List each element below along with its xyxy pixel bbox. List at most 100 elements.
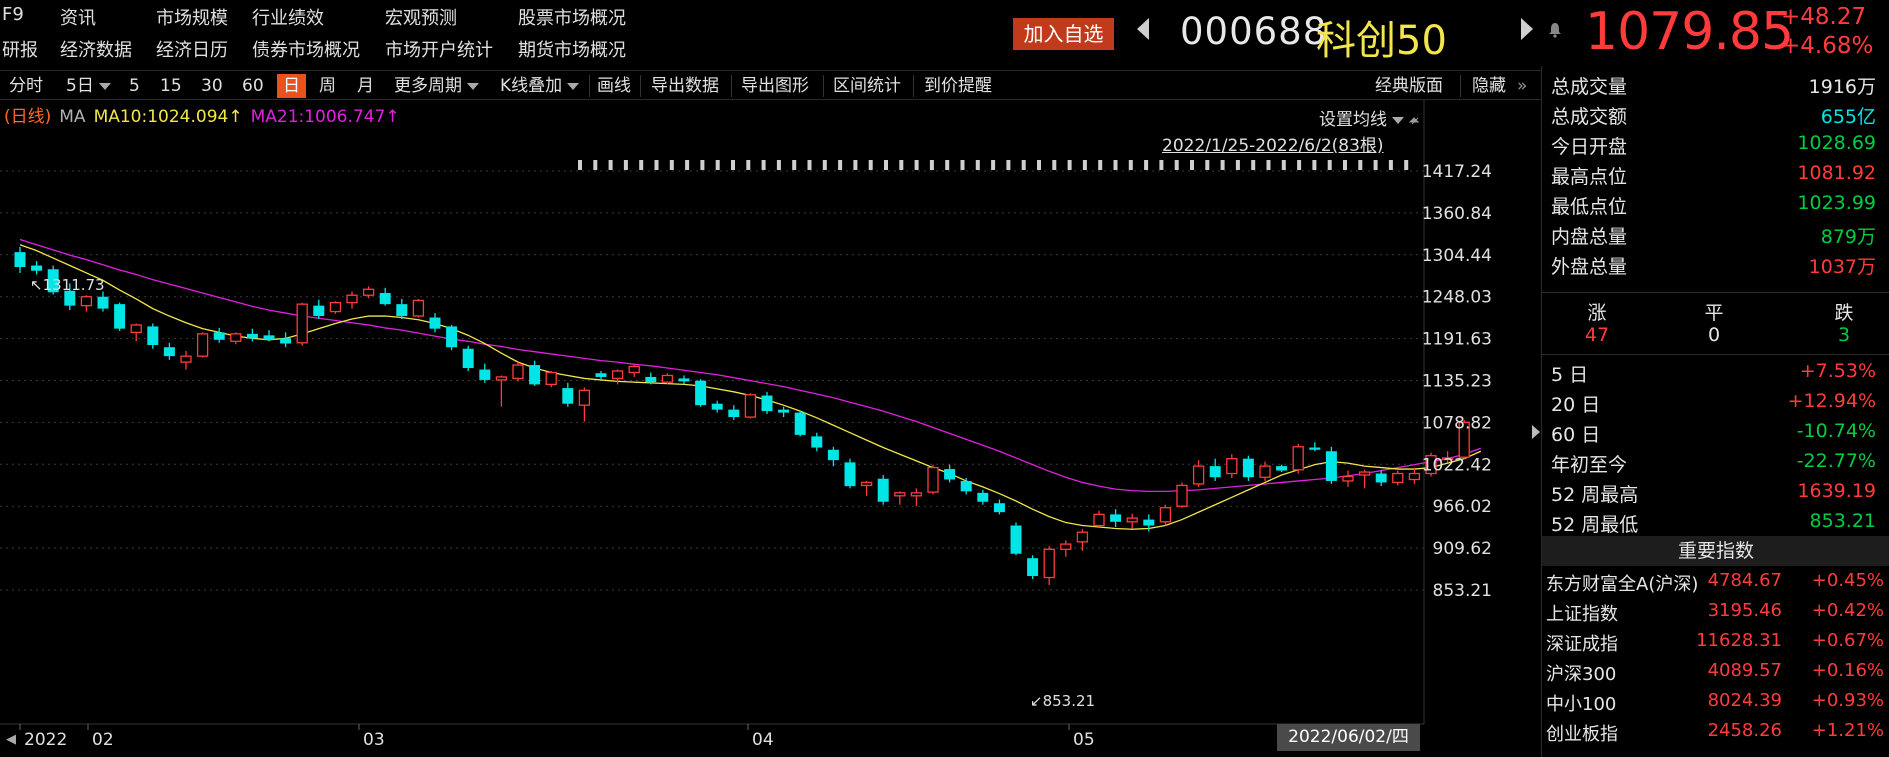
event-marker-icon[interactable] <box>1190 160 1194 170</box>
event-marker-icon[interactable] <box>669 160 674 170</box>
event-marker-icon[interactable] <box>1297 160 1302 170</box>
event-marker-icon[interactable] <box>761 160 766 170</box>
event-marker-icon[interactable] <box>975 160 980 170</box>
event-marker-icon[interactable] <box>914 160 919 170</box>
event-marker-icon[interactable] <box>838 160 843 170</box>
event-marker-icon[interactable] <box>1006 160 1011 170</box>
event-marker-icon[interactable] <box>700 160 705 170</box>
menu-market-scale[interactable]: 市场规模 <box>156 8 228 29</box>
event-marker-icon[interactable] <box>1144 160 1149 170</box>
menu-economic-data[interactable]: 经济数据 <box>60 40 132 61</box>
menu-industry-performance[interactable]: 行业绩效 <box>252 8 324 29</box>
export-data-button[interactable]: 导出数据 <box>651 76 719 96</box>
event-marker-icon[interactable] <box>1037 160 1041 170</box>
event-marker-icon[interactable] <box>1373 160 1378 170</box>
event-marker-icon[interactable] <box>715 160 720 170</box>
event-marker-icon[interactable] <box>991 160 996 170</box>
event-marker-icon[interactable] <box>1220 160 1225 170</box>
menu-bond-market-overview[interactable]: 债券市场概况 <box>252 40 360 61</box>
menu-research[interactable]: 研报 <box>2 40 38 61</box>
event-marker-icon[interactable] <box>1205 160 1210 170</box>
bell-icon[interactable] <box>1548 22 1562 38</box>
event-marker-icon[interactable] <box>1174 160 1179 170</box>
menu-stock-market-overview[interactable]: 股票市场概况 <box>518 8 626 29</box>
kline-overlay-dropdown[interactable]: K线叠加 <box>500 74 580 98</box>
menu-f9[interactable]: F9 <box>2 4 24 25</box>
event-marker-icon[interactable] <box>1251 160 1256 170</box>
scroll-left-icon[interactable]: ◀ <box>6 732 16 747</box>
event-marker-icon[interactable] <box>822 160 827 170</box>
event-marker-icon[interactable] <box>623 160 628 170</box>
event-marker-icon[interactable] <box>1128 160 1133 170</box>
add-watchlist-button[interactable]: 加入自选 <box>1013 18 1114 50</box>
index-row[interactable]: 创业板指 2458.26 +1.21% <box>1542 720 1889 750</box>
event-marker-icon[interactable] <box>868 160 873 170</box>
event-marker-icon[interactable] <box>1358 160 1363 170</box>
double-chevron-right-icon[interactable]: » <box>1517 76 1528 96</box>
event-marker-icon[interactable] <box>1159 160 1164 170</box>
draw-line-button[interactable]: 画线 <box>597 76 631 96</box>
tab-weekly[interactable]: 周 <box>319 76 336 96</box>
tab-daily[interactable]: 日 <box>277 74 306 98</box>
event-marker-icon[interactable] <box>746 160 751 170</box>
index-row[interactable]: 上证指数 3195.46 +0.42% <box>1542 600 1889 630</box>
event-marker-icon[interactable] <box>731 160 735 170</box>
event-markers[interactable] <box>578 160 1409 170</box>
event-marker-icon[interactable] <box>945 160 950 170</box>
panel-toggle-icon[interactable] <box>1532 425 1540 439</box>
event-marker-icon[interactable] <box>1343 160 1347 170</box>
event-marker-icon[interactable] <box>1235 160 1240 170</box>
event-marker-icon[interactable] <box>608 160 613 170</box>
event-marker-icon[interactable] <box>1281 160 1286 170</box>
tab-intraday[interactable]: 分时 <box>9 76 43 96</box>
event-marker-icon[interactable] <box>1021 160 1026 170</box>
tab-30min[interactable]: 30 <box>201 76 223 96</box>
event-marker-icon[interactable] <box>960 160 965 170</box>
range-stats-button[interactable]: 区间统计 <box>833 76 901 96</box>
event-marker-icon[interactable] <box>1327 160 1332 170</box>
event-marker-icon[interactable] <box>593 160 598 170</box>
tab-15min[interactable]: 15 <box>160 76 182 96</box>
event-marker-icon[interactable] <box>685 160 690 170</box>
event-marker-icon[interactable] <box>884 160 888 170</box>
classic-layout-button[interactable]: 经典版面 <box>1375 76 1443 96</box>
kline-chart[interactable]: 1417.24 1360.84 1304.44 1248.03 1191.63 1135.… <box>0 100 1541 757</box>
event-marker-icon[interactable] <box>1052 160 1057 170</box>
event-marker-icon[interactable] <box>776 160 781 170</box>
event-marker-icon[interactable] <box>853 160 858 170</box>
event-marker-icon[interactable] <box>1388 160 1393 170</box>
event-marker-icon[interactable] <box>792 160 797 170</box>
index-row[interactable]: 深证成指 11628.31 +0.67% <box>1542 630 1889 660</box>
event-marker-icon[interactable] <box>1098 160 1103 170</box>
date-range[interactable]: 2022/1/25-2022/6/2(83根) <box>1162 136 1384 156</box>
event-marker-icon[interactable] <box>1067 160 1072 170</box>
event-marker-icon[interactable] <box>1113 160 1118 170</box>
previous-stock-icon[interactable] <box>1137 18 1149 40</box>
event-marker-icon[interactable] <box>899 160 904 170</box>
event-marker-icon[interactable] <box>1404 160 1409 170</box>
event-marker-icon[interactable] <box>929 160 934 170</box>
price-alert-button[interactable]: 到价提醒 <box>924 76 992 96</box>
index-row[interactable]: 沪深300 4089.57 +0.16% <box>1542 660 1889 690</box>
menu-news[interactable]: 资讯 <box>60 8 96 29</box>
export-image-button[interactable]: 导出图形 <box>741 76 809 96</box>
next-stock-icon[interactable] <box>1521 18 1533 40</box>
menu-economic-calendar[interactable]: 经济日历 <box>156 40 228 61</box>
index-row[interactable]: 中小100 8024.39 +0.93% <box>1542 690 1889 720</box>
event-marker-icon[interactable] <box>1312 160 1317 170</box>
menu-macro-forecast[interactable]: 宏观预测 <box>385 8 457 29</box>
index-row[interactable]: 东方财富全A(沪深) 4784.67 +0.45% <box>1542 570 1889 600</box>
event-marker-icon[interactable] <box>654 160 659 170</box>
event-marker-icon[interactable] <box>639 160 644 170</box>
set-ma-dropdown[interactable]: 设置均线 <box>1319 105 1404 130</box>
menu-account-opening-stats[interactable]: 市场开户统计 <box>385 40 493 61</box>
tab-5day[interactable]: 5日 <box>66 74 111 98</box>
hide-panel-button[interactable]: 隐藏 <box>1472 76 1506 96</box>
tab-monthly[interactable]: 月 <box>357 76 374 96</box>
event-marker-icon[interactable] <box>578 160 582 170</box>
tab-5min[interactable]: 5 <box>129 76 140 96</box>
event-marker-icon[interactable] <box>1082 160 1087 170</box>
event-marker-icon[interactable] <box>807 160 812 170</box>
more-periods-dropdown[interactable]: 更多周期 <box>394 74 479 98</box>
menu-futures-market-overview[interactable]: 期货市场概况 <box>518 40 626 61</box>
